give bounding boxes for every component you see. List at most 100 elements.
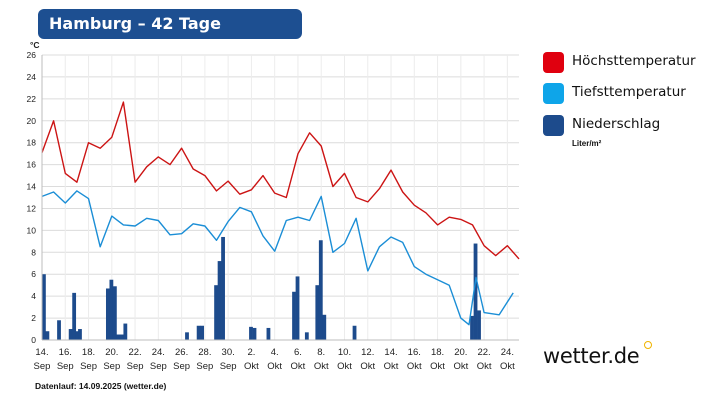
x-tick-day-label: 22. — [128, 347, 141, 358]
max-temp-line — [41, 101, 520, 260]
y-tick-label: 22 — [27, 94, 37, 104]
y-tick-label: 12 — [27, 203, 37, 213]
precipitation-bar — [78, 329, 82, 340]
y-axis-label: °C — [30, 40, 40, 50]
precipitation-bar — [196, 325, 201, 340]
precipitation-bar — [318, 240, 323, 340]
precipitation-bar — [200, 325, 205, 340]
x-tick-day-label: 30. — [222, 347, 235, 358]
x-tick-month-label: Sep — [103, 361, 120, 372]
precipitation-bar — [217, 261, 222, 340]
precipitation-bar — [252, 327, 257, 340]
x-tick-day-label: 14. — [384, 347, 397, 358]
x-tick-day-label: 16. — [59, 347, 72, 358]
y-tick-label: 20 — [27, 116, 37, 126]
logo-dot-icon — [644, 341, 652, 349]
precipitation-bar — [249, 326, 253, 340]
x-tick-month-label: Sep — [173, 361, 190, 372]
x-tick-month-label: Okt — [337, 361, 352, 372]
x-tick-month-label: Okt — [314, 361, 329, 372]
precipitation-bar — [295, 276, 300, 340]
precipitation-bar — [185, 332, 189, 340]
legend-label-precipitation: Niederschlag — [572, 116, 661, 132]
precipitation-bar — [72, 292, 77, 340]
precipitation-bar — [105, 288, 110, 340]
x-tick-day-label: 2. — [247, 347, 255, 358]
legend-label-max-temp: Höchsttemperatur — [572, 53, 696, 69]
x-tick-month-label: Sep — [34, 361, 51, 372]
x-tick-day-label: 10. — [338, 347, 351, 358]
precipitation-bar — [292, 291, 296, 340]
x-tick-month-label: Okt — [407, 361, 422, 372]
precipitation-bar — [123, 323, 128, 340]
x-tick-day-label: 20. — [105, 347, 118, 358]
legend-swatch-precipitation — [543, 115, 564, 136]
y-tick-label: 10 — [27, 225, 37, 235]
x-tick-month-label: Okt — [430, 361, 445, 372]
precipitation-bar — [68, 329, 73, 340]
x-tick-day-label: 18. — [82, 347, 95, 358]
x-tick-month-label: Okt — [477, 361, 492, 372]
wetter-de-logo: wetter.de — [543, 344, 640, 368]
chart-title: Hamburg – 42 Tage Wettertrend — [38, 9, 302, 63]
x-tick-day-label: 14. — [35, 347, 48, 358]
precipitation-bar — [322, 314, 327, 340]
precipitation-bar — [112, 286, 117, 340]
y-tick-label: 8 — [31, 247, 36, 257]
precipitation-bar — [42, 274, 46, 340]
x-tick-month-label: Sep — [127, 361, 144, 372]
x-tick-day-label: 28. — [198, 347, 211, 358]
x-tick-day-label: 12. — [361, 347, 374, 358]
legend-swatch-max-temp — [543, 52, 564, 73]
y-tick-label: 2 — [31, 313, 36, 323]
x-tick-month-label: Okt — [384, 361, 399, 372]
x-tick-day-label: 6. — [294, 347, 302, 358]
precipitation-bar — [473, 243, 478, 340]
legend-swatch-min-temp — [543, 83, 564, 104]
precipitation-bar — [304, 332, 309, 340]
x-tick-day-label: 24. — [501, 347, 514, 358]
x-tick-month-label: Sep — [220, 361, 237, 372]
x-tick-day-label: 18. — [431, 347, 444, 358]
x-tick-month-label: Okt — [500, 361, 515, 372]
x-tick-month-label: Sep — [57, 361, 74, 372]
x-tick-day-label: 16. — [408, 347, 421, 358]
data-run-footnote: Datenlauf: 14.09.2025 (wetter.de) — [35, 381, 167, 391]
y-tick-label: 16 — [27, 160, 37, 170]
precipitation-bar — [221, 236, 225, 340]
x-tick-day-label: 8. — [317, 347, 325, 358]
y-tick-label: 4 — [31, 291, 36, 301]
x-tick-month-label: Okt — [453, 361, 468, 372]
x-tick-day-label: 20. — [454, 347, 467, 358]
x-tick-month-label: Sep — [150, 361, 167, 372]
x-tick-month-label: Sep — [80, 361, 97, 372]
y-tick-label: 0 — [31, 335, 36, 345]
x-tick-day-label: 24. — [152, 347, 165, 358]
chart-grid — [41, 54, 519, 341]
precipitation-bar — [57, 320, 61, 340]
chart-axes: 02468101214161820222426°C14.Sep16.Sep18.… — [27, 40, 519, 372]
precipitation-bar — [315, 285, 320, 340]
x-tick-day-label: 4. — [271, 347, 279, 358]
legend-label-min-temp: Tiefsttemperatur — [572, 84, 686, 100]
legend-unit-precipitation: Liter/m² — [572, 139, 602, 148]
min-temp-line — [41, 190, 514, 326]
precipitation-bar — [45, 331, 50, 340]
precipitation-bar — [109, 279, 114, 340]
temperature-lines — [41, 101, 520, 326]
x-tick-month-label: Sep — [196, 361, 213, 372]
precipitation-bars — [42, 236, 481, 340]
x-tick-day-label: 26. — [175, 347, 188, 358]
x-tick-month-label: Okt — [244, 361, 259, 372]
x-tick-month-label: Okt — [360, 361, 375, 372]
y-tick-label: 18 — [27, 138, 37, 148]
y-tick-label: 26 — [27, 50, 37, 60]
precipitation-bar — [352, 325, 357, 340]
precipitation-bar — [470, 315, 474, 340]
precipitation-bar — [266, 327, 271, 340]
y-tick-label: 6 — [31, 269, 36, 279]
y-tick-label: 24 — [27, 72, 37, 82]
x-tick-day-label: 22. — [477, 347, 490, 358]
precipitation-bar — [116, 334, 121, 340]
